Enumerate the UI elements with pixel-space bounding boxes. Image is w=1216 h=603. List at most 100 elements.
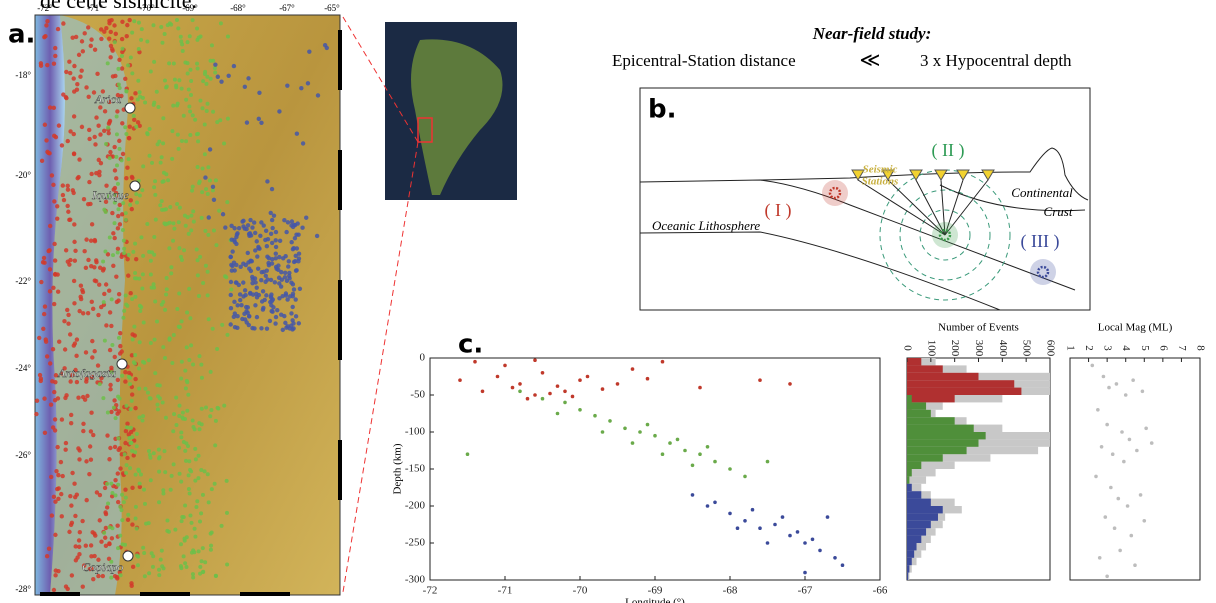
map-event	[72, 239, 77, 245]
map-event	[133, 516, 138, 521]
map-event	[52, 258, 58, 263]
map-event	[137, 340, 142, 345]
point	[533, 393, 537, 397]
map-event	[273, 321, 278, 326]
map-event	[160, 40, 165, 45]
map-event	[200, 570, 205, 575]
map-event	[231, 63, 237, 69]
map-event	[140, 95, 145, 100]
map-event	[84, 497, 89, 503]
map-event	[188, 133, 193, 138]
map-event	[197, 519, 202, 524]
map-event	[228, 322, 233, 327]
map-event	[121, 238, 126, 243]
event-halo	[932, 222, 958, 248]
map-event	[115, 109, 120, 114]
x-tick-label: 300	[973, 340, 985, 357]
map-event	[157, 573, 162, 578]
map-event	[115, 246, 121, 251]
inset-box	[417, 117, 433, 143]
map-event	[123, 487, 128, 492]
map-event	[198, 254, 203, 259]
map-event	[179, 258, 184, 263]
map-event	[278, 312, 284, 317]
map-event	[80, 518, 85, 524]
map-event	[109, 365, 114, 370]
map-event	[125, 421, 130, 426]
point	[1099, 445, 1104, 449]
map-event	[158, 160, 163, 165]
y-tick-label: -150	[405, 463, 426, 475]
map-event	[190, 572, 195, 577]
map-event	[199, 511, 204, 516]
map-event	[177, 445, 182, 450]
crust-label: Continental	[1011, 185, 1073, 200]
map-event	[153, 179, 158, 184]
map-event	[132, 276, 137, 281]
map-event	[179, 435, 184, 440]
map-event	[218, 118, 223, 123]
map-event	[213, 443, 218, 448]
lat-label: -20°	[15, 170, 31, 180]
map-event	[119, 36, 125, 42]
bar	[907, 439, 979, 447]
point	[1118, 548, 1122, 553]
y-tick-label: -100	[405, 426, 426, 438]
map-event	[175, 307, 180, 312]
map-event	[291, 222, 297, 228]
map-event	[92, 349, 97, 354]
map-event	[52, 389, 57, 395]
map-event	[191, 219, 196, 224]
map-event	[51, 61, 57, 66]
map-event	[179, 39, 184, 44]
map-event	[71, 278, 77, 284]
map-shelf	[50, 15, 129, 595]
map-event	[42, 122, 48, 127]
map-event	[53, 373, 59, 378]
map-event	[123, 76, 128, 82]
map-event	[71, 131, 76, 137]
map-event	[80, 287, 85, 293]
map-event	[123, 217, 128, 222]
map-event	[209, 487, 214, 492]
map-event	[106, 131, 111, 136]
map-event	[39, 158, 45, 164]
map-event	[128, 55, 133, 60]
map-event	[97, 518, 102, 523]
map-event	[141, 320, 146, 325]
map-event	[39, 279, 44, 285]
map-event	[63, 248, 69, 253]
map-event	[79, 124, 85, 130]
map-event	[187, 34, 192, 39]
map-event	[204, 108, 209, 113]
map-event	[66, 321, 71, 326]
map-event	[121, 201, 126, 206]
x-tick-label: -71	[498, 585, 513, 597]
map-event	[294, 246, 300, 251]
map-event	[89, 299, 94, 305]
map-event	[79, 68, 84, 73]
map-event	[84, 376, 89, 382]
map-event	[277, 281, 282, 286]
map-event	[293, 253, 298, 258]
bar	[907, 469, 936, 477]
map-event	[168, 487, 173, 492]
map-event	[171, 221, 176, 226]
map-event	[46, 150, 51, 156]
map-event	[74, 492, 80, 497]
map-event	[209, 543, 214, 548]
station	[851, 169, 865, 181]
map-event	[293, 297, 298, 302]
map-event	[145, 131, 150, 136]
map-event	[122, 452, 127, 457]
map-event	[89, 171, 94, 177]
map-event	[77, 157, 82, 162]
map-event	[133, 405, 138, 411]
map-event	[80, 49, 86, 54]
x-tick-label: 100	[925, 340, 937, 357]
map-event	[107, 347, 113, 353]
map-event	[220, 212, 226, 217]
map-event	[161, 179, 166, 184]
map-border	[338, 150, 342, 210]
map-event	[163, 470, 168, 475]
